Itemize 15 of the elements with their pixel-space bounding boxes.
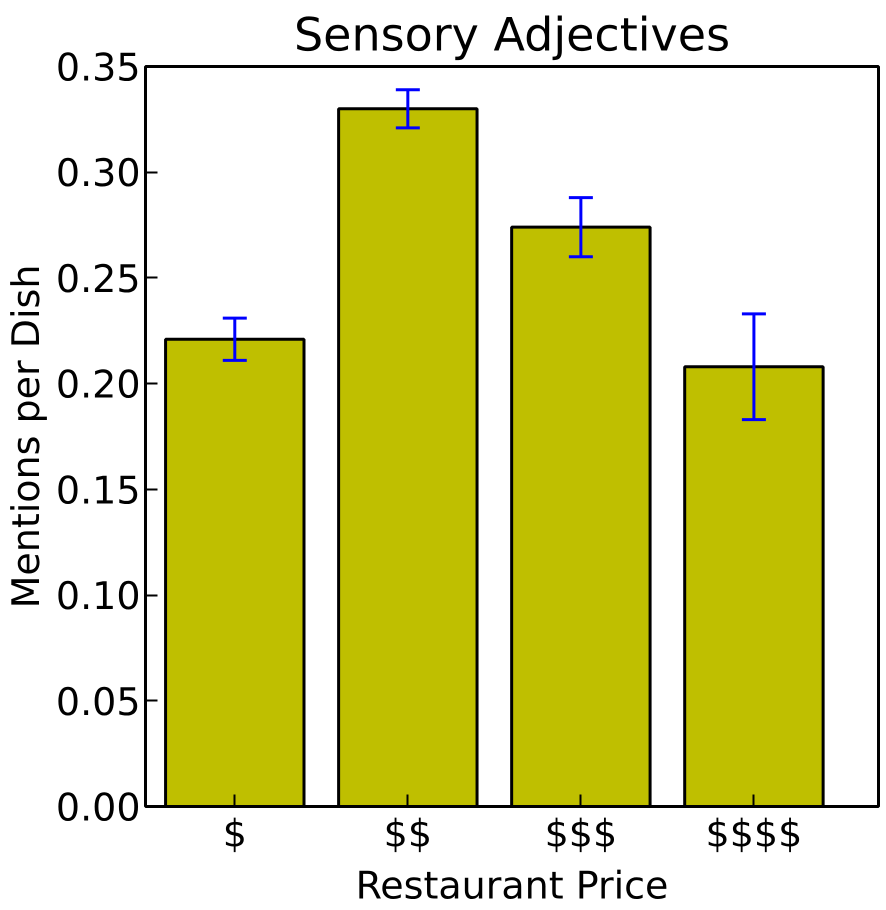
y-tick-label: 0.30 xyxy=(56,151,140,196)
y-tick-label: 0.35 xyxy=(56,46,140,90)
x-tick-label: $$ xyxy=(384,812,432,856)
y-tick-label: 0.20 xyxy=(56,362,140,407)
y-tick-label: 0.05 xyxy=(56,680,140,724)
x-axis-title: Restaurant Price xyxy=(356,864,668,908)
chart-title: Sensory Adjectives xyxy=(294,8,730,62)
y-tick-label: 0.25 xyxy=(56,256,140,301)
y-tick-label: 0.15 xyxy=(56,468,140,512)
x-tick-label: $$$ xyxy=(544,812,618,856)
x-tick-label: $ xyxy=(222,812,247,856)
y-tick-label: 0.10 xyxy=(56,574,140,618)
x-tick-label: $$$$ xyxy=(706,812,802,856)
y-axis-title: Mentions per Dish xyxy=(4,264,48,608)
y-tick-label: 0.00 xyxy=(56,786,140,830)
